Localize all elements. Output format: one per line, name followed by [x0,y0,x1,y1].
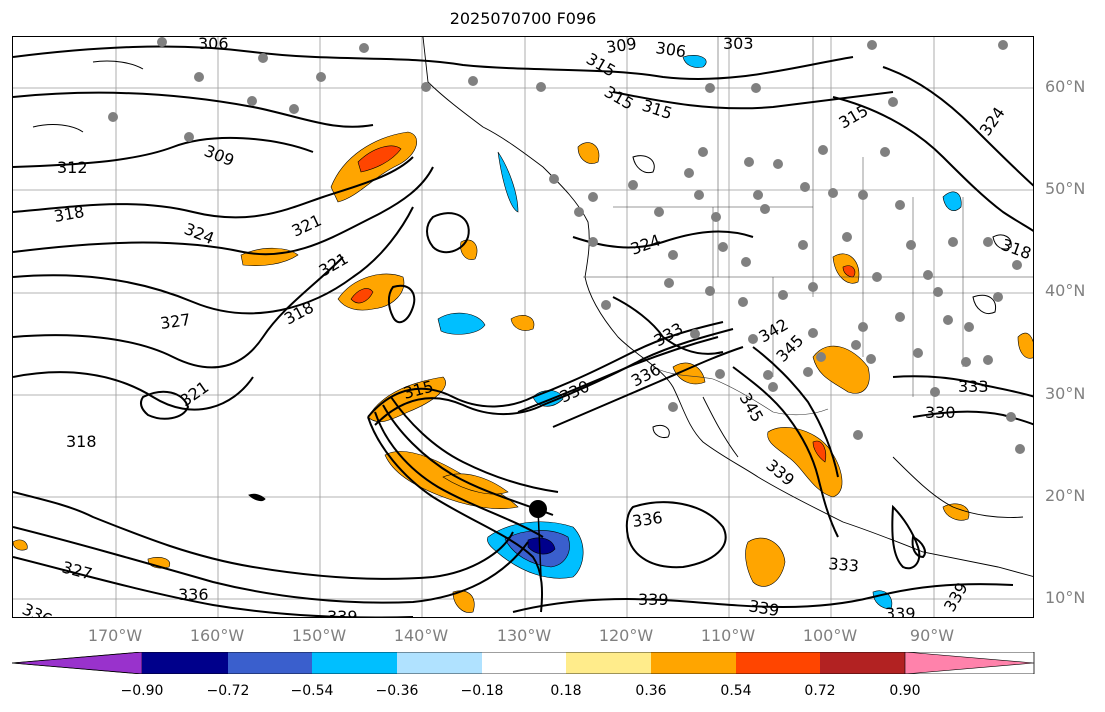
colorbar-tick-label: 0.18 [550,683,582,699]
contour-label: 315 [640,96,675,124]
storm-center-marker [529,500,547,578]
contour-label: 339 [638,590,669,609]
lon-label: 90°W [909,626,955,645]
contour-label: 318 [66,432,97,451]
contour-label: 318 [999,235,1034,263]
map-panel: 306 309 306 303 315 315 315 324 312 309 … [12,36,1034,618]
lon-label: 130°W [496,626,552,645]
lat-label: 50°N [1045,179,1086,198]
lat-label: 60°N [1045,77,1086,96]
contour-label: 318 [281,297,317,328]
map-canvas: 306 309 306 303 315 315 315 324 312 309 … [13,37,1034,618]
coastlines [248,37,1033,577]
minor-contours [32,60,1012,438]
lat-label: 40°N [1045,281,1086,300]
colorbar-segment [142,652,228,674]
contour-label: 336 [631,508,664,531]
contour-label: 312 [57,158,88,177]
colorbar-tick-label: 0.90 [889,683,921,699]
contour-label: 333 [828,554,860,576]
lon-label: 150°W [291,626,347,645]
colorbar-segment [482,652,566,674]
contours [13,45,1033,617]
contour-label: 327 [159,310,192,333]
contour-label: 324 [628,230,663,258]
contour-label: 306 [198,37,229,53]
contour-label: 303 [723,37,754,53]
lon-label: 110°W [700,626,756,645]
colorbar-segment [566,652,651,674]
colorbar-tick-label: −0.36 [375,683,419,699]
colorbar-segment [312,652,397,674]
lon-label: 120°W [598,626,654,645]
contour-label: 306 [654,38,687,61]
colorbar-tick-label: −0.72 [206,683,250,699]
lat-label: 20°N [1045,486,1086,505]
colorbar-segment [228,652,312,674]
contour-label: 330 [557,376,593,406]
contour-label: 330 [925,403,956,422]
colorbar-segment [12,652,143,674]
colorbar-tick-label: 0.54 [720,683,752,699]
lon-label: 140°W [393,626,449,645]
contour-label: 336 [178,585,209,604]
contour-label: 333 [651,319,687,351]
shade-mexico [767,427,843,498]
page-title: 2025070700 F096 [449,9,597,28]
colorbar-tick-label: 0.72 [804,683,836,699]
contour-label: 327 [60,558,94,584]
contour-label: 315 [836,101,872,133]
colorbar-segment [736,652,820,674]
lat-label: 10°N [1045,588,1086,607]
colorbar-tick-label: −0.18 [460,683,504,699]
contour-label: 339 [327,607,358,618]
lon-label: 160°W [189,626,245,645]
colorbar-tick-label: 0.36 [635,683,667,699]
colorbar-segment [904,652,1035,674]
colorbar [12,652,1035,674]
contour-label: 333 [958,377,989,396]
lat-label: 30°N [1045,384,1086,403]
contour-label: 309 [202,141,237,170]
contour-label: 339 [885,604,916,618]
contour-label: 321 [316,249,352,281]
lon-label: 100°W [802,626,858,645]
colorbar-segment [651,652,736,674]
colorbar-segment [820,652,905,674]
contour-label: 321 [289,210,325,240]
contour-label: 315 [601,82,637,114]
contour-label: 339 [747,596,780,618]
contour-label: 309 [605,37,638,57]
colorbar-tick-label: −0.54 [290,683,334,699]
lon-label: 170°W [87,626,143,645]
contour-label: 336 [19,599,55,618]
contour-label: 321 [176,377,212,410]
colorbar-tick-label: −0.90 [120,683,164,699]
contour-label: 318 [52,202,85,226]
station-dots [108,37,1025,454]
colorbar-segment [397,652,482,674]
